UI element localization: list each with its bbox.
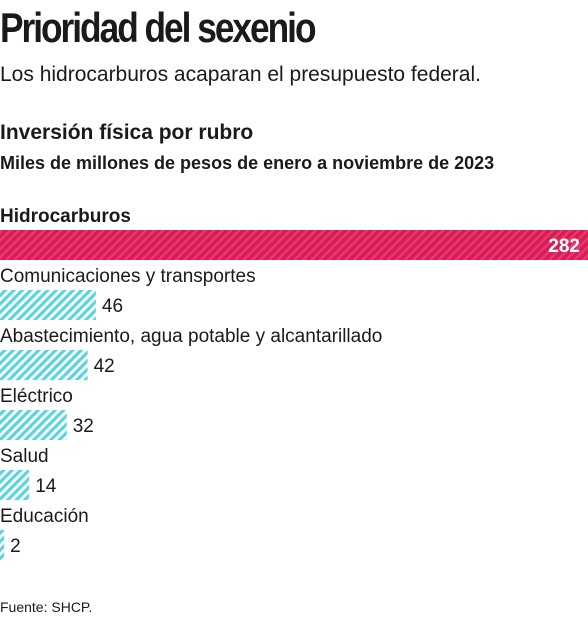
category-label-educacion: Educación [0,506,89,527]
headline: Prioridad del sexenio [0,4,317,51]
bars-layer: Hidrocarburos 282 Comunicaciones y transpo… [0,206,588,560]
dek: Los hidrocarburos acaparan el presupuest… [0,63,481,86]
chart-title: Inversión física por rubro [0,121,254,144]
value-label-educacion: 2 [10,536,21,557]
category-label-comunicaciones-y-transportes: Comunicaciones y transportes [0,266,256,287]
chart-subtitle: Miles de millones de pesos de enero a no… [0,153,495,173]
bar-salud [0,470,30,500]
value-label-comunicaciones-y-transportes: 46 [102,296,123,317]
value-label-abastecimiento-agua-potable-y-alcantarillado: 42 [94,356,115,377]
bar-educacion [0,530,5,560]
value-label-salud: 14 [35,476,57,497]
bar-electrico [0,410,67,440]
category-label-abastecimiento-agua-potable-y-alcantarillado: Abastecimiento, agua potable y alcantari… [0,326,382,347]
bar-comunicaciones-y-transportes [0,290,96,320]
category-label-electrico: Eléctrico [0,386,73,407]
bar-chart: Hidrocarburos 282 Comunicaciones y transpo… [0,206,588,560]
bar-hidrocarburos [0,230,588,260]
bar-abastecimiento-agua-potable-y-alcantarillado [0,350,88,380]
value-label-hidrocarburos: 282 [548,236,580,257]
source-note: Fuente: SHCP. [0,599,93,615]
category-label-salud: Salud [0,446,49,467]
category-label-hidrocarburos: Hidrocarburos [0,206,131,227]
value-label-electrico: 32 [73,416,94,437]
